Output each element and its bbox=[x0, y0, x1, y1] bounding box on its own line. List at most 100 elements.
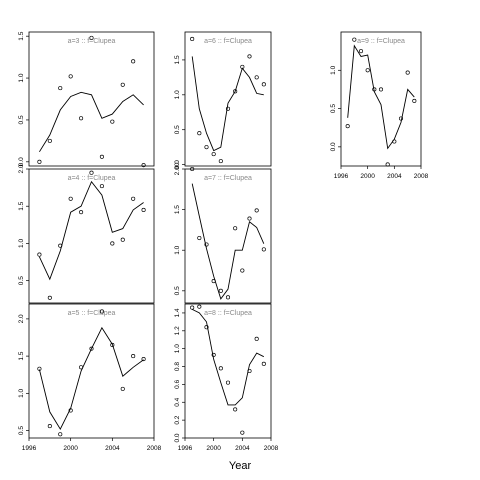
y-tick-label: 0.0 bbox=[18, 157, 25, 166]
observed-point bbox=[79, 365, 84, 370]
y-tick-label: 0.5 bbox=[18, 276, 25, 285]
observed-point bbox=[141, 163, 146, 168]
observed-point bbox=[89, 170, 94, 175]
panel-title: a=7 :: f=Clupea bbox=[204, 175, 252, 182]
observed-point bbox=[99, 309, 104, 314]
observed-point bbox=[68, 196, 73, 201]
y-tick-label: 1.5 bbox=[18, 351, 25, 360]
fitted-line bbox=[39, 91, 144, 153]
y-tick-label: 1.0 bbox=[18, 388, 25, 397]
panel-frame bbox=[28, 31, 155, 167]
observed-point bbox=[120, 237, 125, 242]
y-tick-label: 1.0 bbox=[18, 239, 25, 248]
panel-frame bbox=[340, 31, 422, 167]
observed-point bbox=[240, 64, 245, 69]
observed-point bbox=[254, 336, 259, 341]
observed-point bbox=[58, 243, 63, 248]
observed-point bbox=[211, 279, 216, 284]
y-tick-label: 1.0 bbox=[18, 73, 25, 82]
observed-point bbox=[37, 252, 42, 257]
y-tick-label: 0.8 bbox=[174, 362, 181, 371]
panel-title: a=4 :: f=Clupea bbox=[68, 175, 116, 182]
y-tick-label: 0.5 bbox=[174, 286, 181, 295]
fitted-line bbox=[192, 308, 265, 406]
y-tick-label: 0.5 bbox=[18, 115, 25, 124]
y-tick-label: 0.0 bbox=[174, 433, 181, 442]
observed-point bbox=[110, 342, 115, 347]
y-tick-label: 1.0 bbox=[174, 344, 181, 353]
observed-point bbox=[58, 86, 63, 91]
panel-title: a=5 :: f=Clupea bbox=[68, 310, 116, 317]
fitted-line bbox=[38, 326, 144, 431]
x-tick-label: 2008 bbox=[147, 445, 162, 452]
y-tick-label: 0.5 bbox=[18, 426, 25, 435]
observed-point bbox=[233, 226, 238, 231]
observed-point bbox=[211, 352, 216, 357]
y-tick-label: 1.2 bbox=[174, 326, 181, 335]
observed-point bbox=[358, 49, 364, 54]
y-tick-label: 0.5 bbox=[174, 125, 181, 134]
observed-point bbox=[385, 162, 390, 167]
observed-point bbox=[240, 430, 245, 435]
observed-point bbox=[204, 145, 209, 150]
observed-point bbox=[58, 432, 63, 437]
observed-point bbox=[398, 116, 404, 121]
y-tick-label: 2.00 bbox=[174, 162, 181, 175]
observed-point bbox=[190, 36, 195, 42]
observed-point bbox=[131, 354, 136, 359]
observed-point bbox=[412, 98, 417, 103]
observed-point bbox=[365, 68, 370, 73]
observed-point bbox=[254, 208, 259, 213]
x-tick-label: 2000 bbox=[63, 445, 78, 452]
x-tick-label: 2004 bbox=[235, 445, 250, 452]
observed-point bbox=[247, 216, 252, 221]
observed-point bbox=[233, 407, 238, 412]
observed-point bbox=[345, 124, 350, 129]
observed-point bbox=[218, 366, 223, 371]
y-tick-label: 1.0 bbox=[174, 90, 181, 99]
y-tick-label: 1.5 bbox=[174, 55, 181, 64]
observed-point bbox=[261, 361, 266, 366]
observed-point bbox=[190, 166, 195, 172]
y-tick-label: 0.0 bbox=[174, 160, 181, 169]
y-tick-label: 0.5 bbox=[330, 104, 337, 113]
observed-point bbox=[240, 268, 245, 273]
observed-point bbox=[68, 74, 73, 79]
observed-point bbox=[120, 386, 125, 391]
observed-point bbox=[190, 305, 195, 310]
observed-point bbox=[405, 70, 410, 75]
x-tick-label: 1996 bbox=[178, 445, 193, 452]
y-tick-label: 1.0 bbox=[330, 65, 337, 74]
observed-point bbox=[204, 242, 209, 247]
y-tick-label: 1.5 bbox=[18, 31, 25, 40]
y-tick-label: 1.4 bbox=[174, 308, 181, 317]
observed-point bbox=[120, 82, 125, 87]
x-tick-label: 2004 bbox=[105, 445, 120, 452]
x-tick-label: 1996 bbox=[22, 445, 37, 452]
fitted-line bbox=[191, 56, 264, 152]
observed-point bbox=[261, 247, 266, 252]
x-tick-label: 2008 bbox=[414, 173, 429, 180]
observed-point bbox=[218, 159, 223, 164]
observed-point bbox=[110, 119, 115, 124]
observed-point bbox=[141, 357, 146, 362]
observed-point bbox=[197, 131, 202, 136]
observed-point bbox=[197, 304, 202, 309]
observed-point bbox=[233, 89, 238, 94]
panel-title: a=6 :: f=Clupea bbox=[204, 38, 252, 45]
observed-point bbox=[37, 159, 42, 164]
observed-point bbox=[247, 368, 252, 374]
x-tick-label: 2000 bbox=[360, 173, 375, 180]
panel-frame bbox=[184, 168, 272, 304]
y-tick-label: 2.0 bbox=[18, 164, 25, 173]
observed-point bbox=[131, 196, 136, 201]
observed-point bbox=[372, 87, 377, 92]
y-tick-label: 1.5 bbox=[18, 201, 25, 210]
observed-point bbox=[378, 87, 384, 92]
